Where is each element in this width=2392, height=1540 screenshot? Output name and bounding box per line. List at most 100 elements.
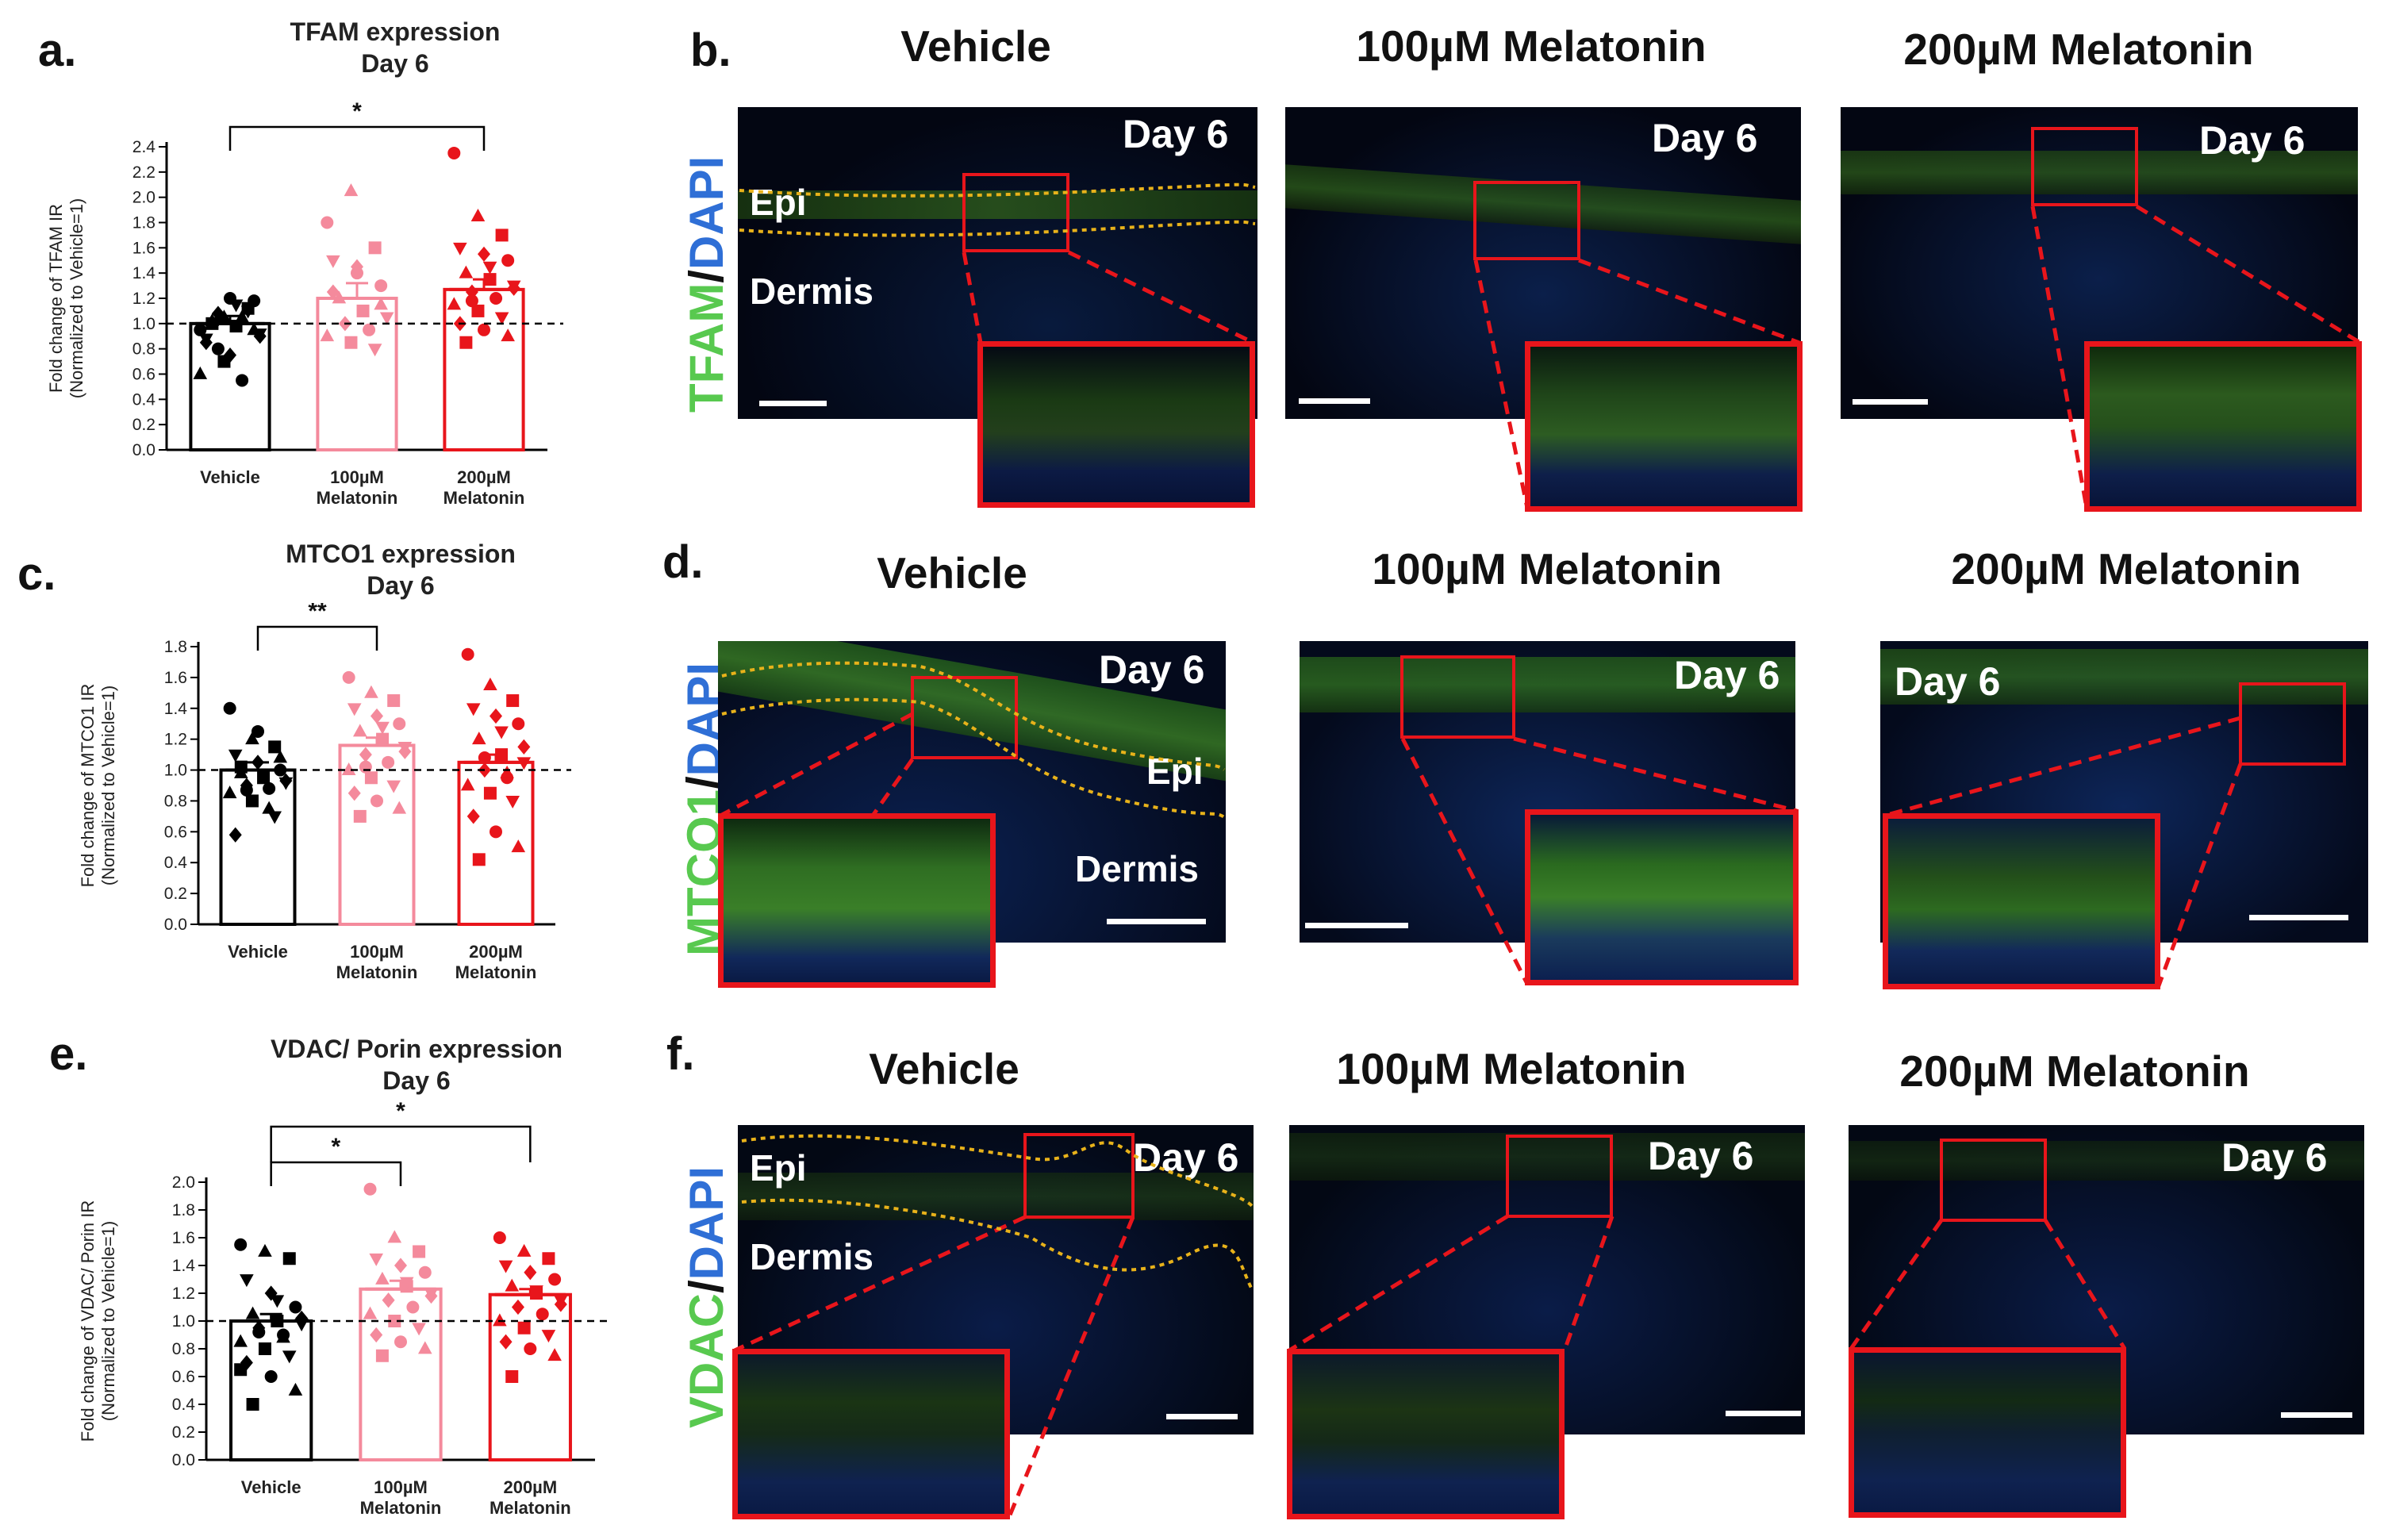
stain-vdac: VDAC bbox=[680, 1292, 733, 1428]
data-point bbox=[541, 1330, 556, 1343]
data-point bbox=[326, 284, 340, 300]
significance-label: * bbox=[396, 1098, 405, 1124]
zoom-box bbox=[2239, 682, 2346, 766]
chart-a-title-block: TFAM expression Day 6 bbox=[173, 16, 617, 79]
inset-zoom bbox=[1849, 1347, 2126, 1518]
inset-zoom bbox=[718, 813, 996, 988]
data-point bbox=[386, 780, 401, 793]
panel-d-day-2: Day 6 bbox=[1674, 653, 1780, 697]
data-point bbox=[453, 242, 467, 255]
data-point bbox=[262, 801, 276, 814]
y-tick-label: 0.8 bbox=[164, 792, 187, 810]
data-point bbox=[347, 785, 361, 801]
epidermis-band bbox=[1300, 657, 1795, 712]
data-point bbox=[211, 305, 225, 321]
data-point bbox=[490, 708, 502, 724]
y-tick-label: 1.4 bbox=[172, 1257, 196, 1275]
data-point bbox=[536, 1308, 549, 1321]
stain-separator: / bbox=[680, 1280, 733, 1293]
data-point bbox=[547, 1348, 562, 1361]
data-point bbox=[320, 328, 335, 342]
data-point bbox=[240, 305, 255, 319]
data-point bbox=[233, 1334, 248, 1347]
scale-bar bbox=[1299, 398, 1370, 404]
data-point bbox=[289, 1300, 302, 1314]
data-point bbox=[352, 724, 367, 737]
chart-c-subtitle: Day 6 bbox=[367, 571, 435, 600]
data-point bbox=[382, 755, 395, 769]
panel-b-day-3: Day 6 bbox=[2199, 118, 2306, 163]
y-tick-label: 1.8 bbox=[132, 214, 155, 232]
data-point bbox=[268, 740, 282, 754]
x-tick-label: 100µM bbox=[374, 1477, 428, 1497]
panel-label-f: f. bbox=[666, 1028, 695, 1080]
data-point bbox=[387, 1230, 402, 1243]
data-point bbox=[495, 748, 509, 762]
chart-c-title-block: MTCO1 expression Day 6 bbox=[179, 538, 623, 601]
y-tick-label: 1.0 bbox=[172, 1312, 195, 1331]
data-point bbox=[363, 1182, 377, 1196]
data-point bbox=[413, 1245, 426, 1258]
inset-zoom bbox=[732, 1349, 1010, 1519]
y-tick-label: 1.6 bbox=[172, 1229, 195, 1247]
data-point bbox=[498, 1260, 513, 1273]
data-point bbox=[273, 750, 288, 763]
data-point bbox=[512, 717, 525, 731]
stain-dapi: DAPI bbox=[680, 156, 733, 271]
data-point bbox=[505, 1370, 519, 1383]
data-point bbox=[375, 721, 390, 735]
chart-e-subtitle: Day 6 bbox=[382, 1066, 451, 1095]
significance-label: * bbox=[331, 1134, 340, 1160]
data-point bbox=[223, 701, 236, 715]
data-point bbox=[460, 778, 475, 791]
chart-a-subtitle: Day 6 bbox=[361, 49, 429, 78]
data-point bbox=[245, 732, 259, 745]
data-point bbox=[363, 323, 376, 336]
data-point bbox=[236, 374, 249, 387]
data-point bbox=[353, 809, 367, 823]
chart-a-title: TFAM expression bbox=[290, 17, 501, 46]
data-point bbox=[234, 1238, 248, 1251]
panel-f-day-2: Day 6 bbox=[1648, 1134, 1754, 1178]
chart-e-vdac: Fold change of VDAC/ Porin IR(Normalized… bbox=[78, 1098, 611, 1518]
zoom-box bbox=[1023, 1133, 1135, 1219]
data-point bbox=[548, 1273, 562, 1286]
y-axis-label: Fold change of VDAC/ Porin IR(Normalized… bbox=[78, 1200, 118, 1442]
y-axis-label-line1: Fold change of MTCO1 IR bbox=[78, 684, 98, 888]
zoom-box bbox=[962, 173, 1069, 252]
y-axis-label: Fold change of MTCO1 IR(Normalized to Ve… bbox=[78, 684, 118, 888]
data-point bbox=[258, 1342, 271, 1355]
data-point bbox=[246, 1398, 259, 1411]
data-point bbox=[500, 765, 514, 778]
data-point bbox=[379, 312, 394, 325]
zoom-box bbox=[2031, 127, 2138, 206]
data-point bbox=[388, 1315, 401, 1327]
y-tick-label: 1.6 bbox=[132, 239, 155, 257]
y-tick-label: 2.0 bbox=[172, 1173, 195, 1192]
y-tick-label: 1.8 bbox=[172, 1201, 195, 1219]
y-tick-label: 0.6 bbox=[132, 366, 155, 384]
data-point bbox=[211, 342, 225, 355]
chart-a-tfam: Fold change of TFAM IR(Normalized to Veh… bbox=[46, 98, 563, 508]
chart-c-mtco1: Fold change of MTCO1 IR(Normalized to Ve… bbox=[78, 603, 571, 982]
data-point bbox=[193, 366, 208, 379]
panel-b-day-1: Day 6 bbox=[1123, 112, 1229, 156]
data-point bbox=[341, 762, 356, 775]
data-point bbox=[392, 801, 407, 814]
panel-b-col-vehicle: Vehicle bbox=[900, 21, 1051, 71]
data-point bbox=[321, 216, 334, 229]
data-point bbox=[524, 1265, 537, 1281]
data-point bbox=[251, 755, 264, 770]
panel-b-stain-label: TFAM/DAPI bbox=[679, 156, 734, 413]
y-axis-label-line2: (Normalized to Vehicle=1) bbox=[98, 686, 118, 886]
data-point bbox=[387, 694, 401, 708]
data-point bbox=[344, 336, 358, 349]
data-point bbox=[205, 317, 219, 330]
data-point bbox=[258, 1243, 272, 1257]
inset-zoom bbox=[1883, 813, 2160, 989]
data-point bbox=[252, 1326, 266, 1338]
scale-bar bbox=[1305, 923, 1408, 928]
data-point bbox=[228, 749, 243, 762]
y-tick-label: 1.4 bbox=[164, 700, 188, 718]
scale-bar bbox=[1166, 1414, 1238, 1419]
